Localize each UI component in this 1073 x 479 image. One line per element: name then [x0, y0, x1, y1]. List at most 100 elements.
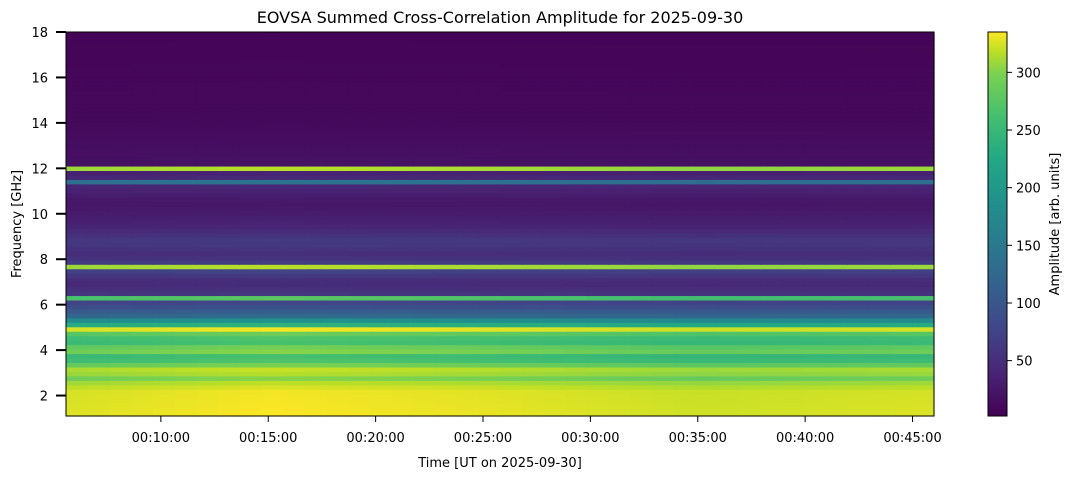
heatmap-cell [348, 326, 371, 332]
heatmap-cell [738, 152, 761, 158]
heatmap-cell [391, 103, 414, 109]
heatmap-cell [782, 389, 805, 395]
heatmap-cell [521, 197, 544, 203]
heatmap-cell [868, 161, 892, 167]
heatmap-cell [478, 241, 501, 247]
heatmap-cell [500, 407, 523, 413]
heatmap-cell [586, 94, 610, 100]
heatmap-cell [456, 215, 479, 221]
heatmap-cell [521, 219, 544, 225]
heatmap-cell [239, 143, 262, 149]
heatmap-cell [608, 157, 631, 163]
heatmap-cell [738, 210, 761, 216]
heatmap-cell [283, 286, 306, 292]
heatmap-cell [521, 192, 544, 198]
heatmap-cell [760, 259, 783, 265]
heatmap-cell [239, 170, 262, 176]
heatmap-cell [500, 402, 523, 408]
heatmap-cell [565, 54, 588, 60]
heatmap-cell [326, 40, 349, 46]
heatmap-cell [66, 179, 89, 185]
heatmap-cell [217, 375, 241, 381]
heatmap-cell [868, 407, 892, 413]
heatmap-cell [391, 250, 414, 256]
heatmap-cell [565, 98, 588, 105]
heatmap-cell [651, 197, 675, 203]
heatmap-cell [695, 250, 718, 256]
heatmap-cell [326, 98, 349, 105]
heatmap-cell [500, 40, 523, 46]
heatmap-cell [586, 54, 610, 60]
heatmap-cell [673, 317, 696, 323]
heatmap-cell [434, 340, 458, 346]
heatmap-cell [825, 201, 848, 207]
heatmap-cell [131, 134, 154, 140]
heatmap-cell [87, 259, 110, 265]
heatmap-cell [543, 49, 566, 55]
heatmap-cell [196, 215, 219, 221]
heatmap-cell [521, 67, 544, 73]
heatmap-cell [738, 304, 761, 310]
heatmap-cell [348, 313, 371, 319]
heatmap-cell [66, 326, 89, 332]
heatmap-cell [825, 49, 848, 55]
heatmap-cell [413, 81, 436, 87]
heatmap-cell [261, 317, 284, 323]
heatmap-cell [391, 299, 414, 305]
heatmap-cell [695, 273, 718, 279]
heatmap-cell [369, 286, 393, 292]
heatmap-cell [868, 67, 892, 73]
heatmap-cell [500, 393, 523, 399]
heatmap-cell [131, 148, 154, 154]
heatmap-cell [500, 273, 523, 279]
heatmap-cell [847, 273, 870, 279]
heatmap-cell [586, 49, 610, 55]
heatmap-cell [717, 112, 740, 118]
heatmap-cell [87, 264, 110, 270]
heatmap-cell [87, 161, 110, 167]
heatmap-cell [304, 241, 327, 247]
heatmap-cell [478, 322, 501, 328]
heatmap-cell [565, 192, 588, 198]
heatmap-cell [803, 116, 827, 122]
heatmap-cell [847, 366, 870, 372]
heatmap-cell [87, 94, 110, 100]
heatmap-cell [456, 40, 479, 46]
heatmap-cell [890, 139, 913, 145]
heatmap-cell [500, 232, 523, 238]
heatmap-cell [890, 130, 913, 136]
heatmap-cell [174, 98, 197, 105]
heatmap-cell [912, 90, 935, 96]
heatmap-cell [456, 152, 479, 158]
heatmap-cell [782, 411, 805, 417]
heatmap-cell [695, 139, 718, 145]
heatmap-cell [630, 398, 653, 404]
heatmap-cell [847, 54, 870, 60]
heatmap-cell [152, 353, 176, 359]
heatmap-cell [413, 362, 436, 368]
heatmap-cell [217, 407, 241, 413]
heatmap-cell [782, 250, 805, 256]
heatmap-cell [608, 54, 631, 60]
heatmap-cell [847, 344, 870, 350]
heatmap-cell [847, 398, 870, 404]
heatmap-cell [261, 264, 284, 270]
heatmap-cell [87, 366, 110, 372]
heatmap-cell [868, 139, 892, 145]
heatmap-cell [434, 224, 458, 230]
heatmap-cell [87, 326, 110, 332]
heatmap-cell [348, 371, 371, 377]
heatmap-cell [565, 246, 588, 252]
heatmap-cell [586, 326, 610, 332]
colorbar [987, 31, 1008, 417]
heatmap-cell [521, 402, 544, 408]
heatmap-cell [369, 90, 393, 96]
heatmap-cell [239, 228, 262, 234]
heatmap-cell [608, 40, 631, 46]
heatmap-cell [131, 326, 154, 332]
heatmap-cell [803, 255, 827, 261]
heatmap-cell [369, 54, 393, 60]
heatmap-cell [478, 411, 501, 417]
heatmap-cell [565, 384, 588, 390]
heatmap-cell [131, 349, 154, 355]
